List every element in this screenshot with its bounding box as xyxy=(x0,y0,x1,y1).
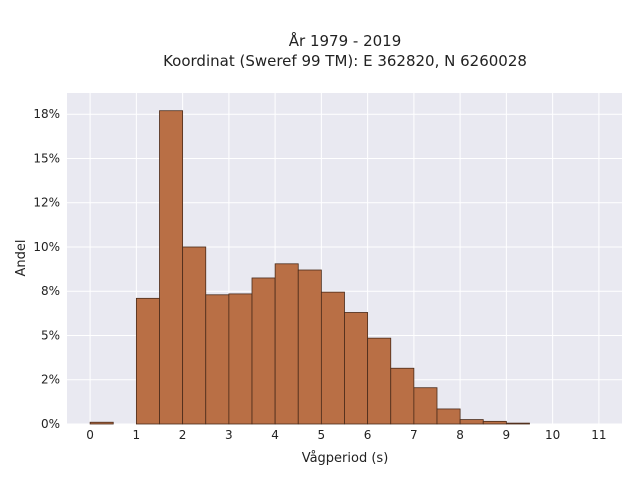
x-tick-label: 1 xyxy=(133,428,141,442)
histogram-bar xyxy=(413,387,438,425)
y-tick-label: 5% xyxy=(41,328,60,342)
histogram-bar xyxy=(182,246,207,425)
chart-title-line-2: Koordinat (Sweref 99 TM): E 362820, N 62… xyxy=(163,52,527,70)
x-tick-label: 5 xyxy=(318,428,326,442)
x-tick-label: 11 xyxy=(591,428,606,442)
x-tick-label: 9 xyxy=(503,428,511,442)
y-tick-label: 10% xyxy=(33,240,60,254)
histogram-bar xyxy=(459,419,484,425)
x-tick-label: 8 xyxy=(456,428,464,442)
histogram-bar xyxy=(297,269,322,425)
x-tick-label: 6 xyxy=(364,428,372,442)
y-tick-labels: 0% 2% 5% 8% 10% 12% 15% 18% xyxy=(33,107,60,431)
histogram-bar xyxy=(482,420,507,425)
y-tick-label: 15% xyxy=(33,151,60,165)
y-tick-label: 12% xyxy=(33,196,60,210)
histogram-bar xyxy=(436,408,461,425)
histogram-bar xyxy=(320,291,345,425)
histogram-bar xyxy=(505,422,530,425)
histogram-bar xyxy=(344,312,369,425)
histogram-bar xyxy=(390,367,415,425)
x-tick-label: 4 xyxy=(271,428,279,442)
histogram-bar xyxy=(251,277,276,425)
y-axis-label: Andel xyxy=(14,240,29,277)
x-tick-label: 10 xyxy=(545,428,560,442)
histogram-bar xyxy=(89,421,114,425)
y-tick-label: 18% xyxy=(33,107,60,121)
histogram-bar xyxy=(367,337,392,425)
x-axis-label: Vågperiod (s) xyxy=(302,451,389,466)
histogram-bar xyxy=(228,293,253,425)
x-tick-label: 2 xyxy=(179,428,187,442)
x-tick-label: 7 xyxy=(410,428,418,442)
y-tick-label: 8% xyxy=(41,284,60,298)
x-tick-label: 3 xyxy=(225,428,233,442)
histogram-bar xyxy=(205,294,230,425)
y-tick-label: 2% xyxy=(41,373,60,387)
chart-title-line-1: År 1979 - 2019 xyxy=(289,31,402,50)
histogram-bar xyxy=(274,263,299,425)
x-tick-labels: 0 1 2 3 4 5 6 7 8 9 10 11 xyxy=(86,428,606,442)
histogram-bar xyxy=(135,297,160,425)
histogram-bar xyxy=(159,110,184,425)
x-tick-label: 0 xyxy=(86,428,94,442)
histogram-bars xyxy=(89,110,530,425)
y-tick-label: 0% xyxy=(41,417,60,431)
